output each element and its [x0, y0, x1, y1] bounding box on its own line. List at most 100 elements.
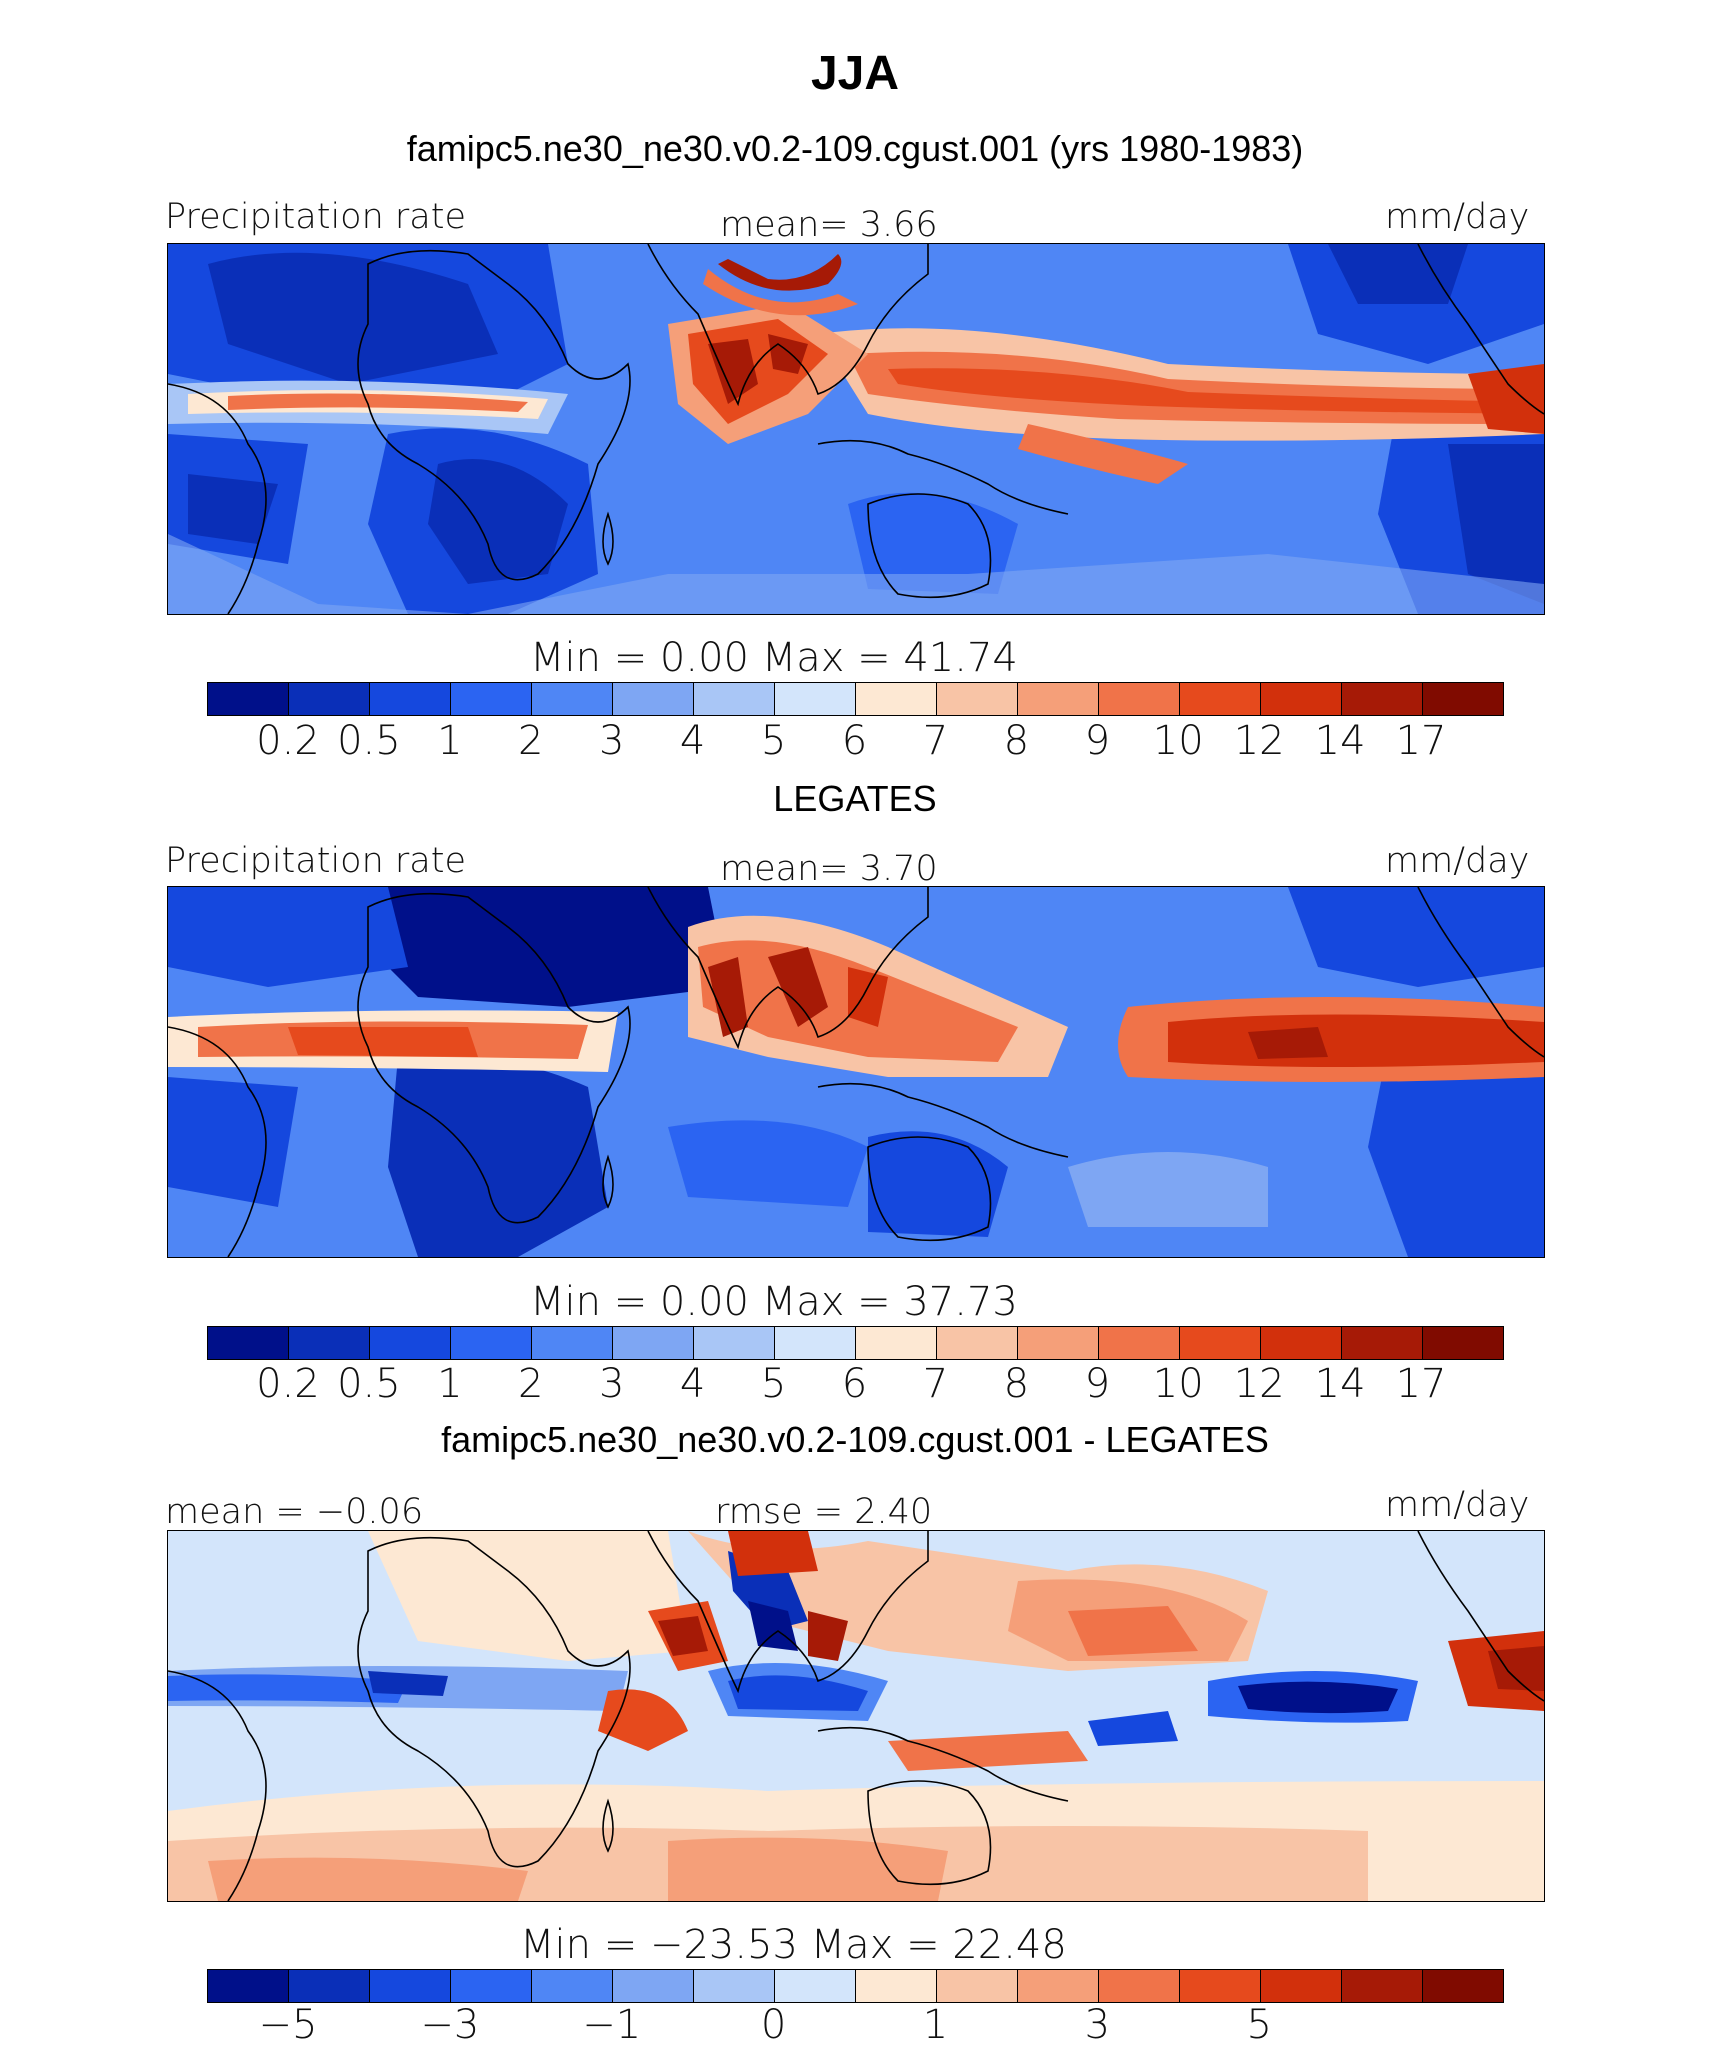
colorbar-2-box-15 — [1423, 1327, 1503, 1359]
panel1-map — [167, 243, 1545, 615]
colorbar-1-tick: 2 — [518, 718, 544, 764]
colorbar-3-box-11 — [1099, 1970, 1180, 2002]
colorbar-2-box-5 — [613, 1327, 694, 1359]
colorbar-3-tick: 5 — [1246, 2002, 1272, 2048]
panel2-units-label: mm/day — [1385, 841, 1530, 881]
colorbar-1-box-3 — [451, 683, 532, 715]
colorbar-2-tick: 9 — [1084, 1361, 1111, 1407]
panel2-minmax: Min = 0.00 Max = 37.73 — [530, 1279, 1018, 1325]
colorbar-1-tick: 0.2 — [256, 718, 320, 764]
colorbar-3-box-13 — [1261, 1970, 1342, 2002]
colorbar-2-tick: 12 — [1233, 1361, 1285, 1407]
colorbar-2-box-10 — [1018, 1327, 1099, 1359]
colorbar-1-tick: 12 — [1233, 718, 1285, 764]
colorbar-2-box-11 — [1099, 1327, 1180, 1359]
colorbar-1-tick: 8 — [1003, 718, 1030, 764]
colorbar-1-tick: 10 — [1152, 718, 1204, 764]
colorbar-3-box-1 — [289, 1970, 370, 2002]
colorbar-2-tick: 3 — [598, 1361, 625, 1407]
colorbar-3-tick: −1 — [582, 2002, 642, 2048]
colorbar-2-tick: 2 — [518, 1361, 544, 1407]
colorbar-1-box-15 — [1423, 683, 1503, 715]
colorbar-3-tick: −5 — [258, 2002, 318, 2048]
colorbar-3-box-8 — [856, 1970, 937, 2002]
colorbar-3-box-15 — [1423, 1970, 1503, 2002]
colorbar-1-tick: 1 — [437, 718, 463, 764]
colorbar-3-tick: 1 — [922, 2002, 949, 2048]
colorbar-2-box-0 — [208, 1327, 289, 1359]
colorbar-2-ticks: 0.2 0.5 1 2 3 4 5 6 7 8 9 10 12 14 17 — [207, 1361, 1502, 1411]
colorbar-3-box-5 — [613, 1970, 694, 2002]
panel2-map — [167, 886, 1545, 1258]
panel3-units-label: mm/day — [1385, 1485, 1530, 1525]
colorbar-3-tick: 0 — [760, 2002, 787, 2048]
colorbar-1-ticks: 0.2 0.5 1 2 3 4 5 6 7 8 9 10 12 14 17 — [207, 718, 1502, 768]
colorbar-1-tick: 9 — [1084, 718, 1111, 764]
colorbar-1 — [207, 682, 1504, 716]
colorbar-1-box-9 — [937, 683, 1018, 715]
colorbar-2-box-8 — [856, 1327, 937, 1359]
colorbar-3-box-6 — [694, 1970, 775, 2002]
panel1-mean-label: mean= 3.66 — [720, 205, 938, 245]
colorbar-2-tick: 0.5 — [337, 1361, 401, 1407]
colorbar-3-box-10 — [1018, 1970, 1099, 2002]
panel1-variable-label: Precipitation rate — [165, 197, 466, 237]
panel1-minmax: Min = 0.00 Max = 41.74 — [530, 635, 1018, 681]
figure-subtitle: famipc5.ne30_ne30.v0.2-109.cgust.001 (yr… — [406, 128, 1304, 169]
colorbar-2 — [207, 1326, 1504, 1360]
colorbar-1-tick: 14 — [1314, 718, 1366, 764]
colorbar-3-box-4 — [532, 1970, 613, 2002]
colorbar-2-box-13 — [1261, 1327, 1342, 1359]
panel2-variable-label: Precipitation rate — [165, 841, 466, 881]
colorbar-2-box-1 — [289, 1327, 370, 1359]
colorbar-1-box-2 — [370, 683, 451, 715]
colorbar-1-box-7 — [775, 683, 856, 715]
colorbar-2-box-3 — [451, 1327, 532, 1359]
colorbar-2-tick: 14 — [1314, 1361, 1366, 1407]
colorbar-1-tick: 7 — [922, 718, 949, 764]
colorbar-2-tick: 5 — [760, 1361, 787, 1407]
colorbar-2-box-4 — [532, 1327, 613, 1359]
panel3-title: famipc5.ne30_ne30.v0.2-109.cgust.001 - L… — [441, 1419, 1269, 1460]
colorbar-2-box-2 — [370, 1327, 451, 1359]
panel3-minmax: Min = −23.53 Max = 22.48 — [520, 1922, 1067, 1968]
colorbar-1-box-6 — [694, 683, 775, 715]
colorbar-2-tick: 6 — [841, 1361, 868, 1407]
panel3-mean-label: mean = −0.06 — [165, 1492, 424, 1532]
colorbar-1-tick: 5 — [760, 718, 787, 764]
colorbar-1-box-4 — [532, 683, 613, 715]
panel3-rmse-label: rmse = 2.40 — [715, 1492, 933, 1532]
colorbar-2-tick: 0.2 — [256, 1361, 320, 1407]
colorbar-1-box-1 — [289, 683, 370, 715]
colorbar-1-box-0 — [208, 683, 289, 715]
colorbar-2-tick: 1 — [437, 1361, 463, 1407]
colorbar-2-box-6 — [694, 1327, 775, 1359]
colorbar-3-tick: 3 — [1084, 2002, 1111, 2048]
colorbar-1-box-12 — [1180, 683, 1261, 715]
colorbar-1-tick: 6 — [841, 718, 868, 764]
colorbar-3-box-2 — [370, 1970, 451, 2002]
colorbar-3-box-9 — [937, 1970, 1018, 2002]
colorbar-2-tick: 8 — [1003, 1361, 1030, 1407]
colorbar-2-tick: 17 — [1395, 1361, 1447, 1407]
colorbar-2-box-9 — [937, 1327, 1018, 1359]
colorbar-1-box-5 — [613, 683, 694, 715]
panel2-title: LEGATES — [773, 778, 937, 819]
colorbar-1-box-14 — [1342, 683, 1423, 715]
colorbar-3 — [207, 1969, 1504, 2003]
colorbar-3-box-0 — [208, 1970, 289, 2002]
colorbar-2-box-14 — [1342, 1327, 1423, 1359]
colorbar-2-box-7 — [775, 1327, 856, 1359]
colorbar-2-tick: 4 — [679, 1361, 706, 1407]
colorbar-2-tick: 7 — [922, 1361, 949, 1407]
colorbar-3-tick: −3 — [420, 2002, 480, 2048]
colorbar-1-tick: 0.5 — [337, 718, 401, 764]
colorbar-1-box-10 — [1018, 683, 1099, 715]
colorbar-1-tick: 4 — [679, 718, 706, 764]
colorbar-3-box-14 — [1342, 1970, 1423, 2002]
colorbar-1-box-13 — [1261, 683, 1342, 715]
panel2-mean-label: mean= 3.70 — [720, 849, 938, 889]
colorbar-3-box-12 — [1180, 1970, 1261, 2002]
colorbar-2-box-12 — [1180, 1327, 1261, 1359]
colorbar-1-tick: 3 — [598, 718, 625, 764]
